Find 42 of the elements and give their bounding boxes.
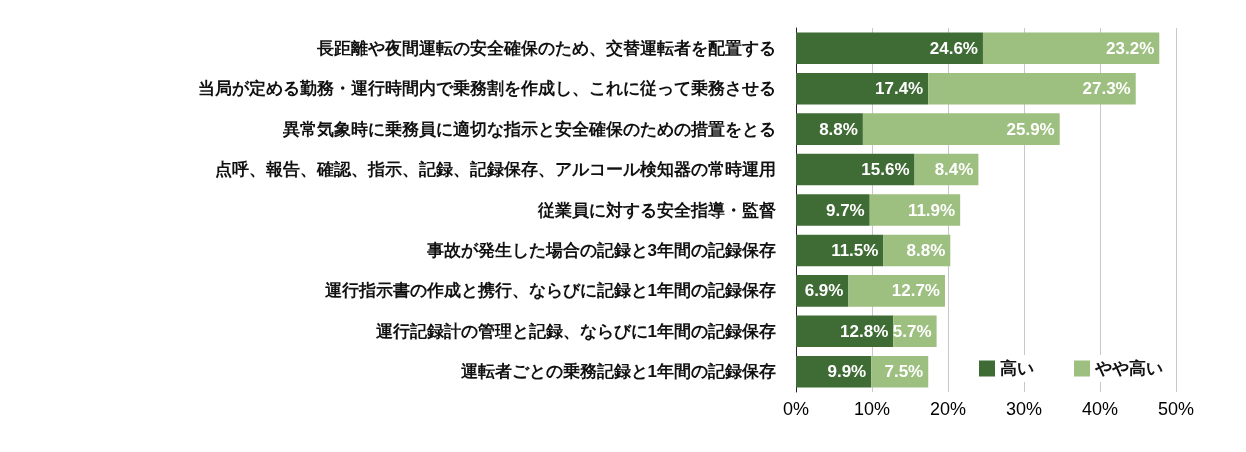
data-label: 12.8%	[840, 321, 889, 341]
data-label: 9.9%	[827, 362, 867, 382]
data-label: 11.9%	[907, 200, 956, 220]
data-label: 24.6%	[929, 38, 978, 58]
bar	[796, 32, 983, 64]
data-label: 8.4%	[934, 160, 974, 180]
x-tick-label: 40%	[1081, 399, 1119, 419]
data-label: 8.8%	[906, 240, 946, 260]
x-tick-label: 20%	[929, 399, 967, 419]
y-tick-label: 異常気象時に乗務員に適切な指示と安全確保のための措置をとる	[282, 119, 776, 139]
y-tick-label: 点呼、報告、確認、指示、記録、記録保存、アルコール検知器の常時運用	[215, 160, 776, 180]
x-tick-label: 0%	[782, 399, 810, 419]
data-label: 11.5%	[831, 240, 879, 260]
y-tick-label: 運行指示書の作成と携行、ならびに記録と1年間の記録保存	[323, 281, 776, 301]
y-tick-label: 当局が定める勤務・運行時間内で乗務割を作成し、これに従って乗務させる	[198, 79, 776, 99]
data-label: 25.9%	[1006, 119, 1055, 139]
data-label: 9.7%	[825, 200, 865, 220]
y-tick-label: 従業員に対する安全指導・監督	[537, 200, 776, 220]
data-label: 12.7%	[891, 281, 940, 301]
data-label: 17.4%	[875, 79, 924, 99]
data-label: 23.2%	[1106, 38, 1155, 58]
bar	[982, 32, 1160, 64]
legend-label: やや高い	[1094, 359, 1163, 378]
legend-label: 高い	[1000, 359, 1034, 378]
bar	[796, 72, 929, 105]
bar	[796, 194, 870, 226]
data-label: 27.3%	[1082, 79, 1131, 99]
data-label: 15.6%	[861, 160, 910, 180]
y-tick-label: 運転者ごとの乗務記録と1年間の記録保存	[459, 362, 776, 382]
bar	[862, 113, 1060, 145]
bar	[928, 72, 1136, 105]
x-tick-label: 50%	[1157, 399, 1195, 419]
x-tick-label: 10%	[853, 399, 891, 419]
data-label: 5.7%	[892, 321, 932, 341]
x-tick-label: 30%	[1005, 399, 1043, 419]
y-tick-label: 運行記録計の管理と記録、ならびに1年間の記録保存	[374, 321, 776, 341]
data-label: 8.8%	[819, 119, 858, 139]
y-tick-label: 事故が発生した場合の記録と3年間の記録保存	[425, 240, 776, 260]
y-tick-label: 長距離や夜間運転の安全確保のため、交替運転者を配置する	[316, 38, 776, 58]
data-label: 6.9%	[804, 281, 844, 301]
data-label: 7.5%	[884, 362, 924, 382]
bar	[848, 275, 945, 307]
